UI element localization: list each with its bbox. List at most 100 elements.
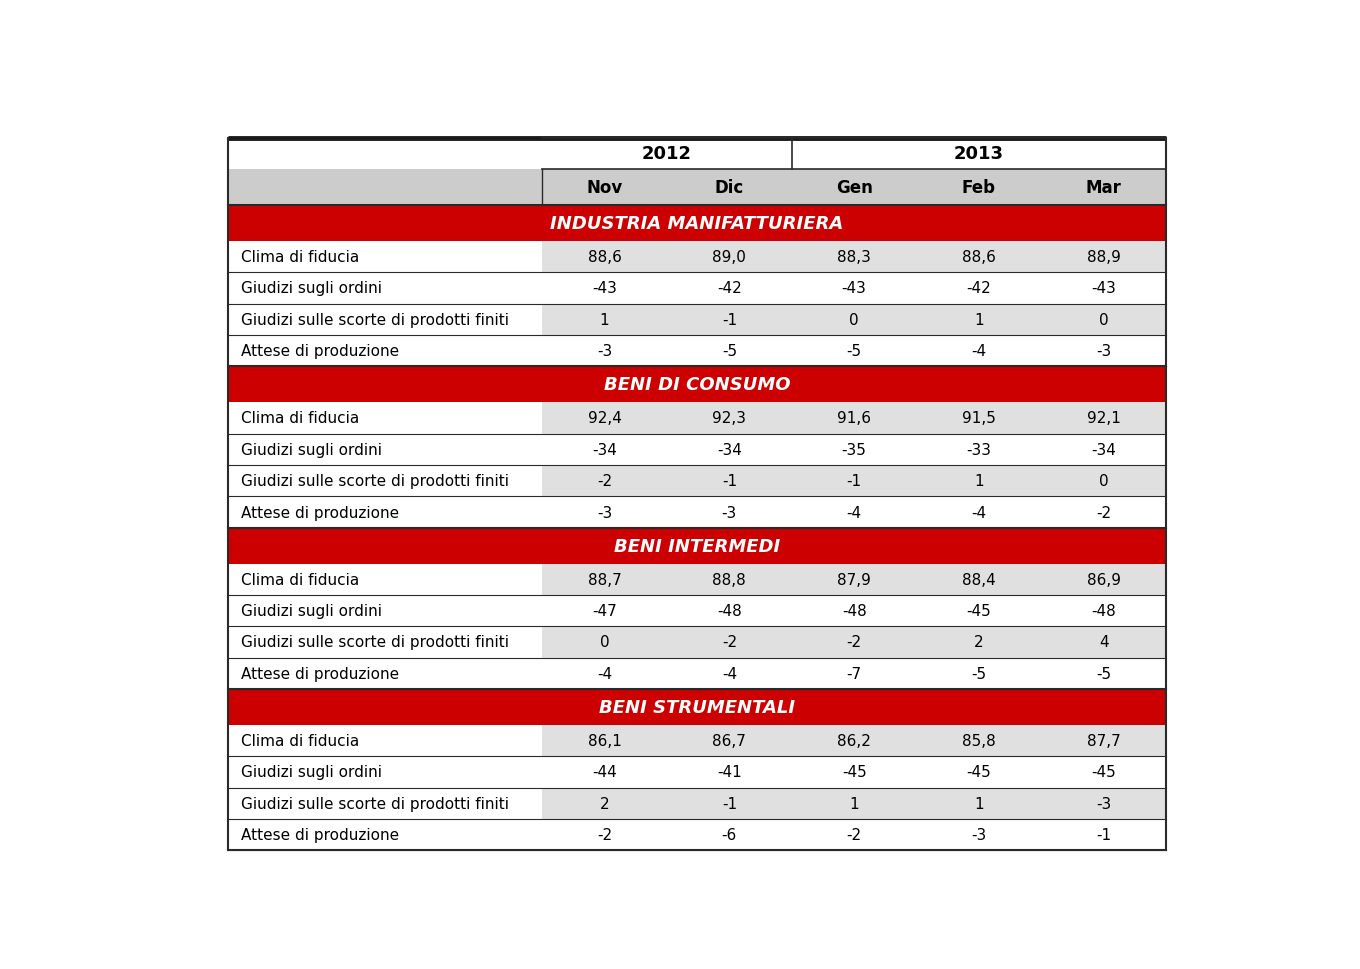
Text: Giudizi sugli ordini: Giudizi sugli ordini <box>241 604 382 618</box>
Text: Giudizi sulle scorte di prodotti finiti: Giudizi sulle scorte di prodotti finiti <box>241 796 509 811</box>
FancyBboxPatch shape <box>543 564 1166 595</box>
Text: Attese di produzione: Attese di produzione <box>241 505 398 520</box>
FancyBboxPatch shape <box>543 273 1166 304</box>
Text: Attese di produzione: Attese di produzione <box>241 344 398 359</box>
Text: -3: -3 <box>1096 796 1111 811</box>
Text: -5: -5 <box>971 666 986 681</box>
FancyBboxPatch shape <box>228 367 1166 403</box>
FancyBboxPatch shape <box>543 595 1166 627</box>
Text: -47: -47 <box>592 604 617 618</box>
Text: 1: 1 <box>974 796 983 811</box>
FancyBboxPatch shape <box>543 788 1166 819</box>
Text: -1: -1 <box>1096 828 1111 842</box>
Text: 86,1: 86,1 <box>588 734 622 748</box>
Text: 92,1: 92,1 <box>1087 411 1121 426</box>
FancyBboxPatch shape <box>228 241 543 273</box>
Text: -33: -33 <box>967 442 991 457</box>
Text: 2: 2 <box>600 796 609 811</box>
Text: 85,8: 85,8 <box>962 734 996 748</box>
Text: -2: -2 <box>722 635 737 650</box>
Text: -1: -1 <box>722 796 737 811</box>
FancyBboxPatch shape <box>543 403 1166 434</box>
Text: Giudizi sugli ordini: Giudizi sugli ordini <box>241 442 382 457</box>
Text: Giudizi sugli ordini: Giudizi sugli ordini <box>241 765 382 780</box>
Text: Nov: Nov <box>586 179 623 197</box>
Text: Dic: Dic <box>715 179 744 197</box>
Text: -1: -1 <box>722 474 737 488</box>
FancyBboxPatch shape <box>228 465 543 497</box>
Text: -6: -6 <box>722 828 737 842</box>
Text: -34: -34 <box>717 442 741 457</box>
FancyBboxPatch shape <box>543 335 1166 367</box>
FancyBboxPatch shape <box>228 335 543 367</box>
Text: -3: -3 <box>971 828 986 842</box>
FancyBboxPatch shape <box>228 725 543 757</box>
Text: -2: -2 <box>1096 505 1111 520</box>
Text: 1: 1 <box>974 474 983 488</box>
Text: BENI DI CONSUMO: BENI DI CONSUMO <box>604 376 790 393</box>
FancyBboxPatch shape <box>543 465 1166 497</box>
Text: -4: -4 <box>971 344 986 359</box>
Text: 2: 2 <box>974 635 983 650</box>
FancyBboxPatch shape <box>228 434 543 465</box>
Text: 87,9: 87,9 <box>838 572 870 587</box>
Text: -2: -2 <box>846 828 862 842</box>
Text: 89,0: 89,0 <box>713 250 747 265</box>
Text: -45: -45 <box>967 604 991 618</box>
Text: 88,3: 88,3 <box>838 250 870 265</box>
Text: 92,4: 92,4 <box>588 411 622 426</box>
Text: -3: -3 <box>597 344 612 359</box>
Text: -45: -45 <box>967 765 991 780</box>
FancyBboxPatch shape <box>543 725 1166 757</box>
Text: -3: -3 <box>1096 344 1111 359</box>
Text: 87,7: 87,7 <box>1087 734 1121 748</box>
Text: -3: -3 <box>597 505 612 520</box>
FancyBboxPatch shape <box>228 170 1166 205</box>
FancyBboxPatch shape <box>228 658 543 689</box>
Text: 2012: 2012 <box>642 145 692 164</box>
FancyBboxPatch shape <box>228 564 543 595</box>
FancyBboxPatch shape <box>228 689 1166 725</box>
Text: Clima di fiducia: Clima di fiducia <box>241 250 359 265</box>
Text: Clima di fiducia: Clima di fiducia <box>241 411 359 426</box>
FancyBboxPatch shape <box>543 658 1166 689</box>
Text: 91,6: 91,6 <box>838 411 872 426</box>
Text: -43: -43 <box>592 281 617 297</box>
Text: -48: -48 <box>717 604 741 618</box>
Text: Giudizi sulle scorte di prodotti finiti: Giudizi sulle scorte di prodotti finiti <box>241 474 509 488</box>
Text: 88,9: 88,9 <box>1087 250 1121 265</box>
Text: -34: -34 <box>592 442 617 457</box>
Text: 0: 0 <box>849 312 860 328</box>
Text: -4: -4 <box>722 666 737 681</box>
Text: -45: -45 <box>842 765 866 780</box>
Text: Clima di fiducia: Clima di fiducia <box>241 572 359 587</box>
Text: -5: -5 <box>722 344 737 359</box>
FancyBboxPatch shape <box>228 497 543 528</box>
Text: 1: 1 <box>849 796 860 811</box>
Text: INDUSTRIA MANIFATTURIERA: INDUSTRIA MANIFATTURIERA <box>551 215 843 233</box>
Text: 86,2: 86,2 <box>838 734 870 748</box>
Text: -48: -48 <box>1091 604 1117 618</box>
FancyBboxPatch shape <box>543 241 1166 273</box>
Text: -42: -42 <box>967 281 991 297</box>
Text: Attese di produzione: Attese di produzione <box>241 666 398 681</box>
Text: 88,6: 88,6 <box>588 250 622 265</box>
Text: 88,6: 88,6 <box>962 250 996 265</box>
Text: 0: 0 <box>1099 312 1108 328</box>
FancyBboxPatch shape <box>228 819 543 851</box>
Text: -2: -2 <box>597 474 612 488</box>
Text: 2013: 2013 <box>953 145 1004 164</box>
Text: -45: -45 <box>1091 765 1117 780</box>
Text: -2: -2 <box>846 635 862 650</box>
Text: Clima di fiducia: Clima di fiducia <box>241 734 359 748</box>
Text: -43: -43 <box>1091 281 1117 297</box>
FancyBboxPatch shape <box>228 205 1166 241</box>
Text: -48: -48 <box>842 604 866 618</box>
FancyBboxPatch shape <box>543 627 1166 658</box>
Text: -4: -4 <box>971 505 986 520</box>
Text: BENI INTERMEDI: BENI INTERMEDI <box>613 537 781 555</box>
Text: -44: -44 <box>592 765 617 780</box>
FancyBboxPatch shape <box>543 304 1166 335</box>
Text: -43: -43 <box>842 281 866 297</box>
Text: 86,9: 86,9 <box>1087 572 1121 587</box>
